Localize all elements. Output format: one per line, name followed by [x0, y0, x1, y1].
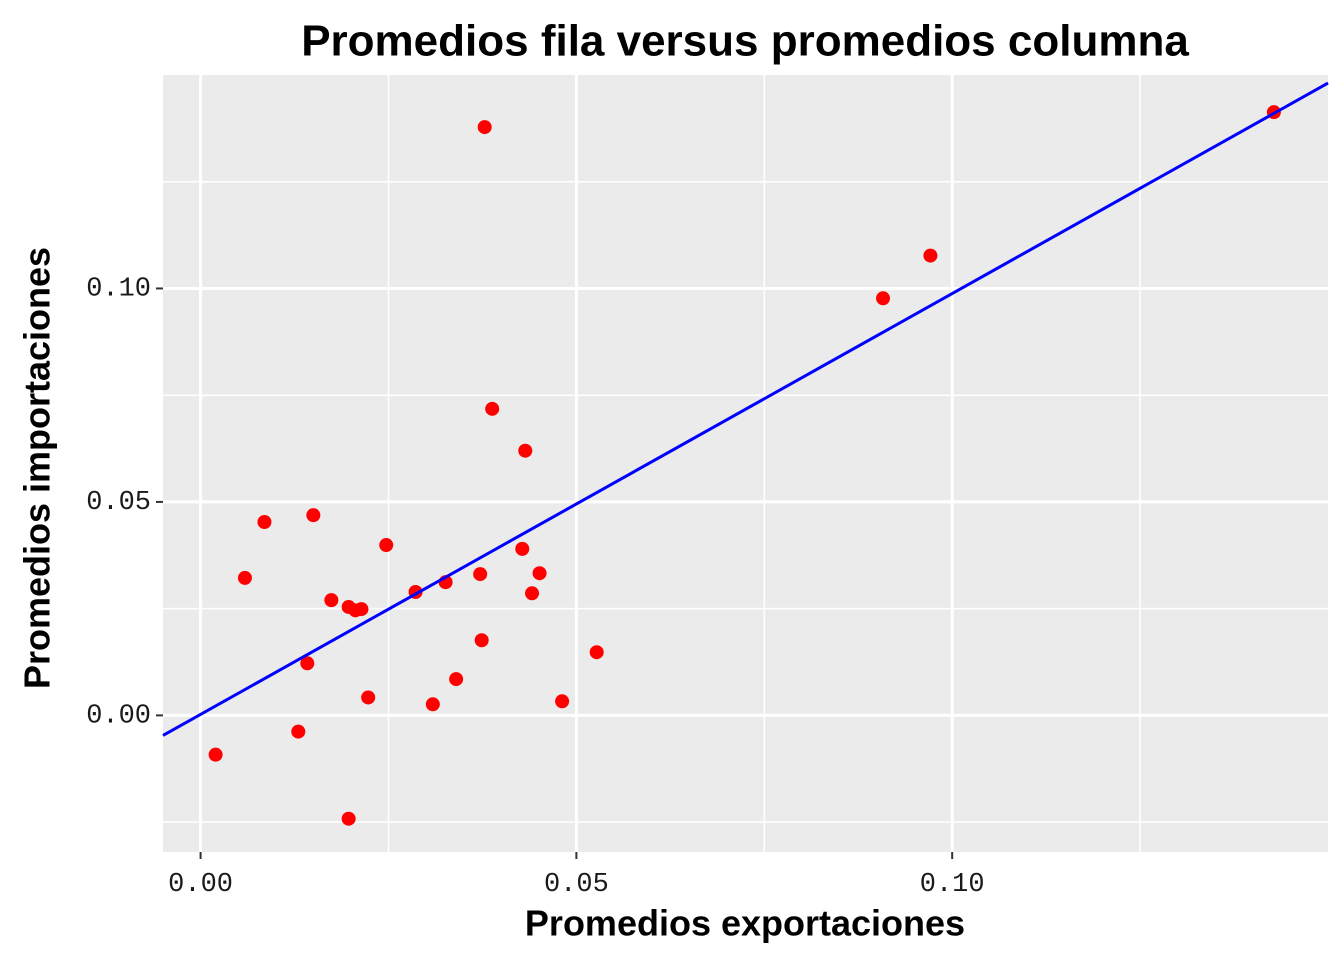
point: [515, 541, 530, 556]
point: [473, 567, 488, 582]
marks: [162, 81, 1329, 826]
point: [923, 248, 938, 263]
point: [361, 690, 376, 705]
y-axis-label: Promedios importaciones: [17, 247, 58, 689]
x-tick-label: 0.10: [920, 870, 985, 900]
chart-title: Promedios fila versus promedios columna: [301, 17, 1189, 66]
point: [341, 811, 356, 826]
point: [555, 694, 570, 709]
point: [291, 724, 306, 739]
y-tick-label: 0.10: [86, 275, 151, 305]
grid: [163, 75, 1328, 852]
point: [237, 570, 252, 585]
x-tick-label: 0.05: [544, 870, 609, 900]
point: [474, 633, 489, 648]
point: [306, 508, 321, 523]
point: [354, 602, 369, 617]
point: [589, 645, 604, 660]
regression-line: [162, 81, 1329, 737]
y-tick-label: 0.00: [86, 702, 151, 732]
x-axis-label: Promedios exportaciones: [525, 903, 965, 944]
point: [477, 120, 492, 135]
point: [379, 538, 394, 553]
point: [525, 586, 540, 601]
point: [425, 697, 440, 712]
point: [518, 443, 533, 458]
y-tick-label: 0.05: [86, 488, 151, 518]
point: [300, 656, 315, 671]
point: [449, 672, 464, 687]
point: [532, 566, 547, 581]
point: [257, 514, 272, 529]
point: [208, 747, 223, 762]
point: [485, 401, 500, 416]
point: [876, 291, 891, 306]
x-tick-label: 0.00: [168, 870, 233, 900]
panel: [163, 75, 1328, 852]
point: [324, 593, 339, 608]
